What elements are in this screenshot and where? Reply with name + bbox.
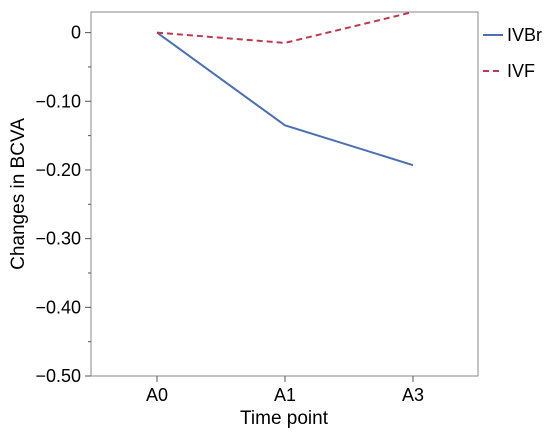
legend: IVBr IVF bbox=[483, 25, 542, 81]
y-axis: 0 −0.10 −0.20 −0.30 −0.40 −0.50 bbox=[35, 23, 91, 386]
legend-label-ivbr: IVBr bbox=[507, 25, 542, 45]
y-tick-label: −0.30 bbox=[35, 229, 81, 249]
y-tick-label: −0.50 bbox=[35, 366, 81, 386]
series-line-ivf bbox=[156, 11, 414, 44]
y-tick-label: −0.40 bbox=[35, 297, 81, 317]
y-axis-title: Changes in BCVA bbox=[8, 118, 29, 270]
legend-label-ivf: IVF bbox=[507, 61, 535, 81]
x-tick-label: A3 bbox=[402, 385, 424, 405]
x-tick-label: A0 bbox=[146, 385, 168, 405]
x-axis: A0 A1 A3 bbox=[146, 376, 424, 405]
y-tick-label: −0.10 bbox=[35, 91, 81, 111]
series-layer bbox=[156, 11, 414, 167]
plot-frame bbox=[90, 11, 479, 377]
x-axis-title: Time point bbox=[240, 408, 329, 429]
y-tick-label: 0 bbox=[71, 23, 81, 43]
y-tick-label: −0.20 bbox=[35, 160, 81, 180]
x-tick-label: A1 bbox=[274, 385, 296, 405]
series-line-ivbr bbox=[156, 31, 414, 167]
